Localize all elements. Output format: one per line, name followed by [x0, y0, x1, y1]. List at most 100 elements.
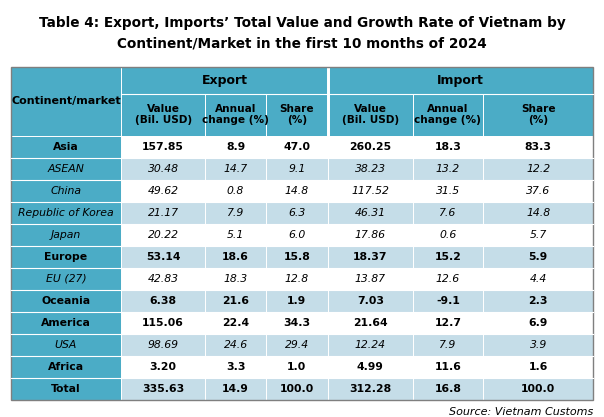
Text: 83.3: 83.3	[525, 141, 551, 151]
Text: 21.64: 21.64	[353, 318, 388, 328]
Text: China: China	[50, 186, 82, 196]
Text: Share
(%): Share (%)	[521, 104, 556, 126]
Text: 7.9: 7.9	[439, 340, 457, 350]
Text: 0.8: 0.8	[227, 186, 244, 196]
Bar	[266, 378, 328, 400]
Text: 335.63: 335.63	[142, 384, 184, 394]
Text: Table 4: Export, Imports’ Total Value and Growth Rate of Vietnam by: Table 4: Export, Imports’ Total Value an…	[39, 16, 565, 30]
Bar	[413, 334, 483, 356]
Bar	[266, 180, 328, 202]
Bar	[11, 378, 121, 400]
Bar	[11, 356, 121, 378]
Bar	[205, 94, 266, 136]
Text: 21.17: 21.17	[147, 208, 179, 218]
Bar	[205, 312, 266, 334]
Text: 5.9: 5.9	[528, 252, 548, 262]
Bar	[266, 268, 328, 290]
Bar	[413, 224, 483, 246]
Text: Source: Vietnam Customs: Source: Vietnam Customs	[449, 407, 593, 417]
Bar	[328, 67, 593, 94]
Text: Total: Total	[51, 384, 81, 394]
Bar	[205, 246, 266, 268]
Text: 0.6: 0.6	[439, 230, 457, 240]
Bar	[413, 246, 483, 268]
Bar	[483, 94, 593, 136]
Text: 12.8: 12.8	[285, 274, 309, 284]
Text: 6.38: 6.38	[150, 296, 176, 306]
Bar	[413, 378, 483, 400]
Bar	[205, 136, 266, 158]
Text: 14.9: 14.9	[222, 384, 249, 394]
Text: USA: USA	[54, 340, 77, 350]
Bar	[266, 202, 328, 224]
Bar	[483, 246, 593, 268]
Bar	[11, 290, 121, 312]
Text: 53.14: 53.14	[146, 252, 181, 262]
Bar	[11, 67, 593, 400]
Text: 12.7: 12.7	[434, 318, 461, 328]
Bar	[483, 180, 593, 202]
Text: 12.24: 12.24	[355, 340, 386, 350]
Bar	[328, 356, 413, 378]
Bar	[328, 136, 413, 158]
Text: 2.3: 2.3	[528, 296, 548, 306]
Text: 14.7: 14.7	[223, 163, 248, 173]
Bar	[483, 356, 593, 378]
Text: 13.2: 13.2	[436, 163, 460, 173]
Text: 20.22: 20.22	[147, 230, 179, 240]
Text: Europe: Europe	[44, 252, 88, 262]
Text: Value
(Bil. USD): Value (Bil. USD)	[342, 104, 399, 126]
Text: 117.52: 117.52	[352, 186, 389, 196]
Bar	[121, 290, 205, 312]
Bar	[205, 356, 266, 378]
Bar	[413, 158, 483, 180]
Bar	[483, 158, 593, 180]
Bar	[121, 180, 205, 202]
Bar	[328, 334, 413, 356]
Bar	[205, 158, 266, 180]
Text: 46.31: 46.31	[355, 208, 386, 218]
Text: Import: Import	[437, 74, 484, 87]
Text: 18.3: 18.3	[223, 274, 248, 284]
Bar	[413, 268, 483, 290]
Bar	[483, 334, 593, 356]
Text: 100.0: 100.0	[280, 384, 314, 394]
Bar	[11, 312, 121, 334]
Bar	[205, 268, 266, 290]
Bar	[121, 356, 205, 378]
Text: 14.8: 14.8	[285, 186, 309, 196]
Bar	[11, 136, 121, 158]
Text: 5.7: 5.7	[530, 230, 547, 240]
Bar	[11, 268, 121, 290]
Bar	[328, 290, 413, 312]
Bar	[483, 378, 593, 400]
Text: 7.03: 7.03	[357, 296, 384, 306]
Text: 3.20: 3.20	[150, 362, 176, 372]
Text: Continent/Market in the first 10 months of 2024: Continent/Market in the first 10 months …	[117, 37, 487, 51]
Text: 157.85: 157.85	[142, 141, 184, 151]
Text: 3.3: 3.3	[226, 362, 245, 372]
Bar	[121, 158, 205, 180]
Bar	[11, 158, 121, 180]
Bar	[413, 136, 483, 158]
Bar	[483, 312, 593, 334]
Bar	[121, 334, 205, 356]
Text: 4.4: 4.4	[530, 274, 547, 284]
Text: EU (27): EU (27)	[45, 274, 86, 284]
Bar	[266, 334, 328, 356]
Text: 31.5: 31.5	[436, 186, 460, 196]
Text: 29.4: 29.4	[285, 340, 309, 350]
Text: 5.1: 5.1	[227, 230, 244, 240]
Text: 3.9: 3.9	[530, 340, 547, 350]
Text: ASEAN: ASEAN	[47, 163, 85, 173]
Text: 115.06: 115.06	[142, 318, 184, 328]
Bar	[266, 356, 328, 378]
Bar	[266, 136, 328, 158]
Bar	[483, 202, 593, 224]
Bar	[328, 202, 413, 224]
Bar	[327, 67, 329, 94]
Text: Oceania: Oceania	[41, 296, 91, 306]
Text: 18.6: 18.6	[222, 252, 249, 262]
Bar	[483, 224, 593, 246]
Text: 49.62: 49.62	[147, 186, 179, 196]
